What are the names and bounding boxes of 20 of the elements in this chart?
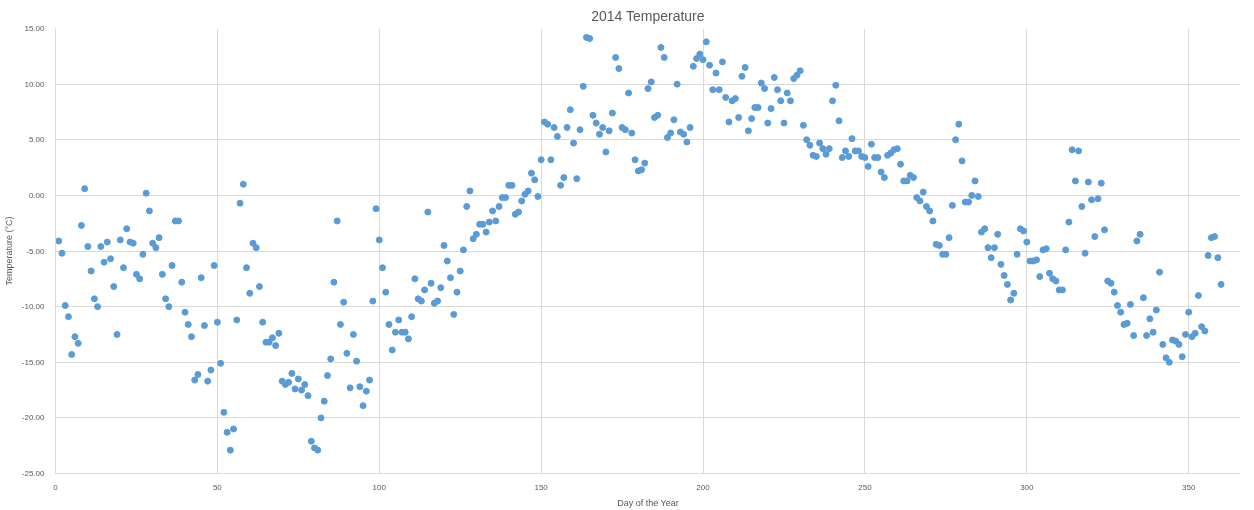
y-tick-label: -15.00 [21,357,46,367]
x-tick-label: 50 [212,482,223,492]
x-tick-label: 100 [372,482,387,492]
x-tick-label: 350 [1182,482,1196,492]
y-tick-label: 10.00 [24,79,46,89]
x-tick-label: 250 [858,482,873,492]
x-tick-label: 300 [1020,482,1035,492]
y-tick-label: -5.00 [26,246,46,256]
x-tick-label: 0 [53,482,59,492]
y-tick-label: 15.00 [24,24,46,33]
y-tick-label: -25.00 [21,469,46,478]
y-axis-title: Temperature (°C) [3,216,14,286]
x-tick-label: 200 [696,482,711,492]
x-axis-title: Day of the Year [617,497,679,508]
y-tick-label: 5.00 [28,135,46,145]
chart-title: 2014 Temperature [591,7,705,24]
x-tick-label: 150 [534,482,549,492]
y-tick-label: -20.00 [21,413,46,423]
y-tick-label: -10.00 [21,302,46,312]
y-tick-label: 0.00 [28,190,46,200]
